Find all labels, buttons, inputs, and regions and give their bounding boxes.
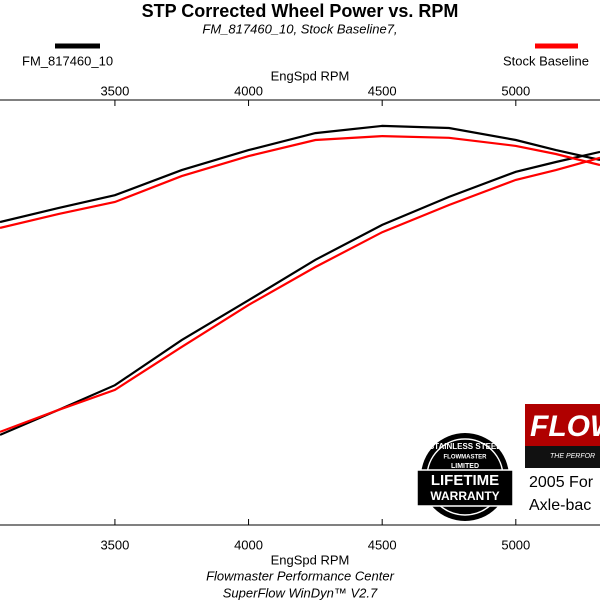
badge-text: FLOWMASTER: [444, 455, 488, 461]
x-tick-label: 5000: [501, 537, 530, 552]
x-axis-title: EngSpd RPM: [271, 552, 350, 567]
logo-text: FLOW: [530, 410, 600, 443]
note: Axle-bac: [529, 497, 591, 514]
line: [0, 124, 600, 224]
badge-text: LIFETIME: [431, 472, 499, 489]
x-tick-label-top: 4000: [234, 83, 263, 98]
x-tick-label-top: 4500: [368, 83, 397, 98]
x-tick-label-top: 5000: [501, 83, 530, 98]
plot: [0, 124, 600, 436]
badge-text: WARRANTY: [430, 489, 499, 503]
legend-label: Stock Baseline: [503, 53, 589, 68]
badge-text: STAINLESS STEEL: [429, 442, 501, 451]
legend-label: FM_817460_10: [22, 53, 113, 68]
x-axis-title-top: EngSpd RPM: [271, 68, 350, 83]
line: [0, 134, 600, 229]
footer: Flowmaster Performance Center: [206, 568, 395, 583]
chart-title: STP Corrected Wheel Power vs. RPM: [142, 1, 459, 21]
logo-text: THE PERFOR: [550, 453, 595, 460]
warranty-badge: STAINLESS STEEL FLOWMASTER LIMITED LIFET…: [416, 433, 514, 521]
logo: FLOW THE PERFOR 2005 For Axle-bac: [525, 404, 600, 514]
note: 2005 For: [529, 474, 594, 491]
x-tick-label: 3500: [100, 537, 129, 552]
footer: SuperFlow WinDyn™ V2.7: [223, 585, 378, 600]
line: [0, 150, 600, 436]
x-tick-label: 4000: [234, 537, 263, 552]
chart-subtitle: FM_817460_10, Stock Baseline7,: [202, 21, 397, 36]
x-tick-label: 4500: [368, 537, 397, 552]
x-tick-label-top: 3500: [100, 83, 129, 98]
badge-text: LIMITED: [451, 463, 479, 470]
line: [0, 156, 600, 433]
